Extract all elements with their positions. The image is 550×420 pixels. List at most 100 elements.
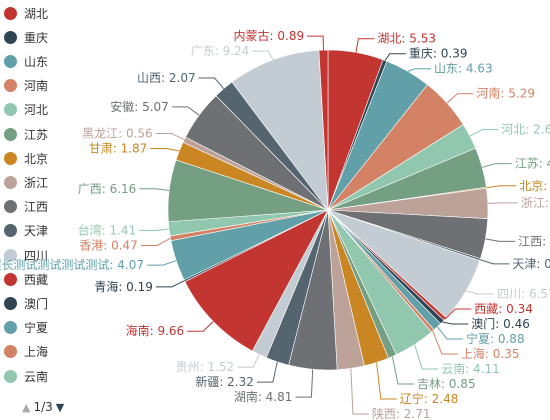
label-leader-line (469, 129, 499, 137)
slice-label: 香港: 0.47 (79, 239, 138, 253)
pie-slice[interactable] (231, 49, 329, 211)
label-leader-line (355, 38, 375, 53)
slice-label: 河北: 2.62 (501, 123, 550, 137)
label-leader-line (171, 106, 200, 116)
legend-marker-icon (4, 321, 17, 335)
label-leader-line (482, 163, 512, 168)
slice-label: 海南: 9.66 (126, 323, 185, 338)
legend-label: 四川 (24, 248, 49, 263)
legend-label: 江西 (24, 200, 49, 215)
legend-item[interactable]: 河南 (4, 77, 48, 95)
slice-label: 天津: 0.2 (512, 257, 550, 271)
legend-item[interactable]: 江西 (4, 198, 48, 216)
legend-label: 河北 (24, 103, 49, 118)
legend-pager: ▲ 1/3 ▼ (22, 400, 64, 414)
legend-item[interactable]: 天津 (4, 222, 48, 240)
slice-label: 江苏: 4.0 (515, 157, 550, 171)
legend-label: 澳门 (24, 296, 49, 311)
slice-label: 吉林: 0.85 (417, 377, 476, 391)
label-leader-line (252, 50, 274, 60)
label-leader-line (139, 228, 170, 231)
legend-item[interactable]: 江苏 (4, 125, 48, 143)
label-leader-line (139, 188, 170, 191)
legend-item[interactable]: 上海 (4, 343, 48, 361)
slice-label: 超长测试测试测试测试: 4.07 (0, 257, 144, 272)
label-leader-line (407, 68, 431, 72)
label-leader-line (376, 362, 397, 400)
slice-label: 湖南: 4.81 (234, 389, 293, 404)
slice-label: 浙江: 3 (521, 196, 550, 210)
legend-item[interactable]: 北京 (4, 149, 48, 167)
slice-label: 北京: 0 (519, 179, 550, 193)
label-leader-line (140, 237, 171, 246)
legend-item[interactable]: 澳门 (4, 294, 48, 312)
slice-label: 湖北: 5.53 (377, 31, 436, 46)
label-leader-line (350, 368, 369, 415)
legend-marker-icon (4, 345, 17, 359)
legend-marker-icon (4, 30, 17, 44)
legend-marker-icon (4, 224, 17, 238)
legend-label: 江苏 (24, 127, 49, 142)
slice-label: 新疆: 2.32 (195, 374, 254, 389)
label-leader-line (414, 344, 439, 370)
legend-label: 浙江 (24, 175, 49, 190)
legend-item[interactable]: 湖北 (4, 4, 48, 22)
legend-item[interactable]: 宁夏 (4, 319, 48, 337)
legend-marker-icon (4, 248, 17, 262)
legend-marker-icon (4, 296, 17, 310)
legend-marker-icon (4, 151, 17, 165)
label-leader-line (150, 148, 180, 152)
legend-next-page-icon[interactable]: ▼ (55, 400, 65, 414)
pie-slice[interactable] (184, 209, 329, 352)
legend-item[interactable]: 河北 (4, 101, 48, 119)
legend-item[interactable]: 云南 (4, 367, 48, 385)
slice-label: 宁夏: 0.88 (466, 331, 525, 346)
slice-label: 黑龙江: 0.56 (82, 127, 153, 141)
label-leader-line (147, 260, 177, 266)
label-leader-line (465, 290, 495, 295)
legend-marker-icon (4, 200, 17, 214)
legend-marker-icon (4, 6, 17, 20)
label-leader-line (432, 330, 458, 355)
slice-label: 广西: 6.16 (78, 182, 137, 196)
slice-label: 辽宁: 2.48 (400, 391, 459, 406)
slice-label: 澳门: 0.46 (471, 316, 530, 331)
label-leader-line (479, 259, 510, 265)
slice-label: 山西: 2.07 (137, 71, 196, 85)
label-leader-line (256, 361, 278, 383)
slice-label: 陕西: 2.71 (372, 406, 431, 420)
legend-label: 西藏 (24, 272, 49, 287)
label-leader-line (486, 185, 517, 189)
legend-page-indicator: 1/3 (33, 400, 53, 414)
legend-item[interactable]: 西藏 (4, 270, 48, 288)
label-leader-line (487, 202, 518, 204)
slice-label: 云南: 4.11 (441, 361, 500, 376)
pie-slices (167, 49, 489, 371)
legend-label: 山东 (24, 54, 49, 69)
legend-marker-icon (4, 54, 17, 68)
legend-item[interactable]: 重庆 (4, 28, 48, 46)
legend-item[interactable]: 浙江 (4, 173, 48, 191)
slice-label: 山东: 4.63 (434, 62, 493, 76)
label-leader-line (444, 308, 472, 320)
slice-label: 内蒙古: 0.89 (234, 28, 305, 43)
legend-prev-page-icon[interactable]: ▲ (22, 400, 31, 414)
slice-label: 江西: 4. (518, 234, 550, 248)
label-leader-line (187, 321, 214, 332)
legend-item[interactable]: 山东 (4, 52, 48, 70)
slice-label: 甘肃: 1.87 (89, 142, 148, 156)
legend-marker-icon (4, 175, 17, 189)
label-leader-line (446, 93, 474, 104)
label-leader-line (198, 77, 225, 90)
slice-label: 上海: 0.35 (461, 346, 520, 361)
label-leader-line (384, 53, 406, 61)
legend-item[interactable]: 四川 (4, 246, 48, 264)
legend-label: 河南 (24, 79, 49, 94)
legend-label: 上海 (24, 345, 49, 360)
legend-marker-icon (4, 127, 17, 141)
slice-label: 西藏: 0.34 (474, 302, 533, 316)
label-leader-line (155, 280, 185, 288)
label-leader-line (155, 133, 185, 141)
slice-label: 台湾: 1.41 (78, 223, 137, 238)
